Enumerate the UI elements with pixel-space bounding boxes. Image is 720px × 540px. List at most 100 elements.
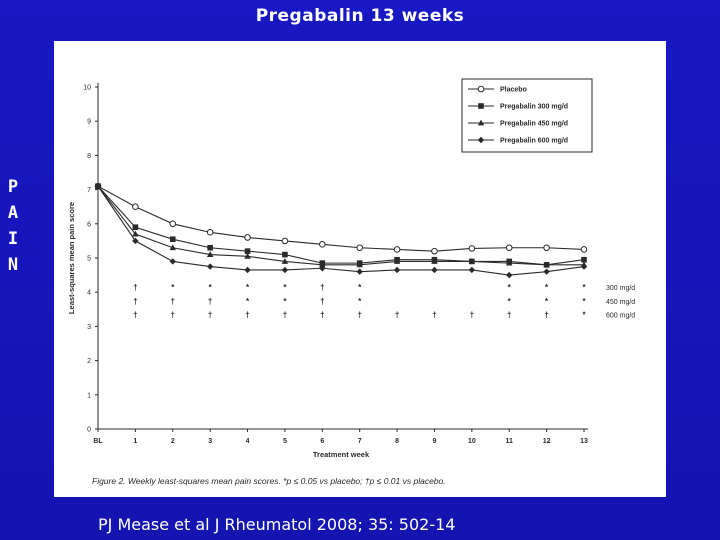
data-point-s3: [356, 268, 362, 274]
significance-marker: *: [508, 283, 512, 292]
x-tick-label: 1: [133, 438, 137, 445]
data-point-s0: [469, 246, 475, 252]
data-point-s3: [282, 267, 288, 273]
data-point-s0: [320, 242, 326, 248]
legend-label: Pregabalin 450 mg/d: [500, 121, 568, 128]
data-point-s0: [506, 245, 512, 251]
significance-marker: †: [507, 310, 511, 319]
significance-marker: †: [133, 310, 137, 319]
y-tick-label: 4: [87, 290, 91, 297]
side-label-letter: A: [4, 200, 22, 226]
significance-marker: *: [582, 310, 586, 319]
significance-row-label: 600 mg/d: [606, 312, 635, 319]
significance-marker: *: [545, 283, 549, 292]
side-label-letter: P: [4, 174, 22, 200]
data-point-s1: [170, 236, 176, 242]
significance-marker: *: [246, 283, 250, 292]
data-point-s0: [170, 221, 176, 227]
significance-marker: †: [133, 297, 137, 306]
side-label-pain: P A I N: [4, 174, 22, 278]
y-tick-label: 7: [87, 187, 91, 194]
legend-label: Placebo: [500, 87, 527, 94]
significance-marker: †: [171, 310, 175, 319]
significance-marker: *: [545, 297, 549, 306]
data-point-s0: [581, 247, 587, 253]
data-point-s1: [207, 245, 213, 251]
legend-label: Pregabalin 300 mg/d: [500, 104, 568, 111]
legend-marker: [478, 103, 484, 109]
x-tick-label: 10: [468, 438, 476, 445]
slide-title: Pregabalin 13 weeks: [0, 6, 720, 26]
significance-marker: †: [283, 310, 287, 319]
y-axis-title: Least-squares mean pain score: [67, 202, 76, 314]
data-point-s3: [431, 267, 437, 273]
x-tick-label: 13: [580, 438, 588, 445]
legend-marker: [478, 86, 484, 92]
x-tick-label: 7: [358, 438, 362, 445]
x-axis-title: Treatment week: [313, 450, 370, 459]
significance-marker: *: [171, 283, 175, 292]
data-point-s1: [133, 224, 139, 230]
significance-marker: *: [582, 297, 586, 306]
y-tick-label: 1: [87, 392, 91, 399]
y-tick-label: 8: [87, 153, 91, 160]
x-tick-label: 9: [433, 438, 437, 445]
x-tick-label: 6: [320, 438, 324, 445]
significance-row-label: 450 mg/d: [606, 299, 635, 306]
x-tick-label: 3: [208, 438, 212, 445]
y-tick-label: 6: [87, 221, 91, 228]
data-point-s3: [132, 238, 138, 244]
data-point-s0: [544, 245, 550, 251]
x-tick-label: 12: [543, 438, 551, 445]
y-tick-label: 0: [87, 427, 91, 434]
data-point-s3: [244, 267, 250, 273]
significance-marker: *: [283, 297, 287, 306]
significance-marker: *: [246, 297, 250, 306]
significance-marker: *: [358, 297, 362, 306]
data-point-s3: [469, 267, 475, 273]
significance-marker: *: [508, 297, 512, 306]
data-point-s3: [543, 268, 549, 274]
x-tick-label: 8: [395, 438, 399, 445]
significance-marker: †: [470, 310, 474, 319]
significance-marker: †: [171, 297, 175, 306]
y-tick-label: 5: [87, 256, 91, 263]
significance-marker: *: [358, 283, 362, 292]
y-tick-label: 2: [87, 358, 91, 365]
x-tick-label: 5: [283, 438, 287, 445]
significance-marker: †: [432, 310, 436, 319]
significance-marker: †: [208, 310, 212, 319]
data-point-s0: [207, 230, 213, 236]
data-point-s3: [207, 263, 213, 269]
y-tick-label: 9: [87, 119, 91, 126]
significance-marker: †: [395, 310, 399, 319]
data-point-s0: [357, 245, 363, 251]
data-point-s0: [432, 248, 438, 254]
significance-marker: †: [544, 310, 548, 319]
side-label-letter: N: [4, 252, 22, 278]
legend-label: Pregabalin 600 mg/d: [500, 138, 568, 145]
data-point-s0: [245, 235, 251, 241]
figure-caption: Figure 2. Weekly least-squares mean pain…: [92, 476, 446, 486]
figure-panel: 0 1 2 3 4 5 6 7 8 9 10 BL 1 2 3 4 5 6 7 8 9 10 11 12 13 Treatment…: [54, 41, 666, 497]
data-point-s0: [394, 247, 400, 253]
data-point-s3: [170, 258, 176, 264]
data-point-s1: [282, 252, 288, 258]
significance-marker: †: [208, 297, 212, 306]
data-point-s3: [394, 267, 400, 273]
y-tick-label: 3: [87, 324, 91, 331]
significance-marker: †: [245, 310, 249, 319]
significance-marker: †: [357, 310, 361, 319]
significance-marker: *: [209, 283, 213, 292]
significance-marker: †: [320, 297, 324, 306]
data-point-s0: [133, 204, 139, 210]
citation: PJ Mease et al J Rheumatol 2008; 35: 502…: [98, 515, 455, 534]
significance-marker: *: [582, 283, 586, 292]
y-tick-label: 10: [83, 85, 91, 92]
side-label-letter: I: [4, 226, 22, 252]
x-tick-label: BL: [93, 438, 103, 445]
data-point-s0: [282, 238, 288, 244]
significance-marker: *: [283, 283, 287, 292]
significance-marker: †: [320, 283, 324, 292]
